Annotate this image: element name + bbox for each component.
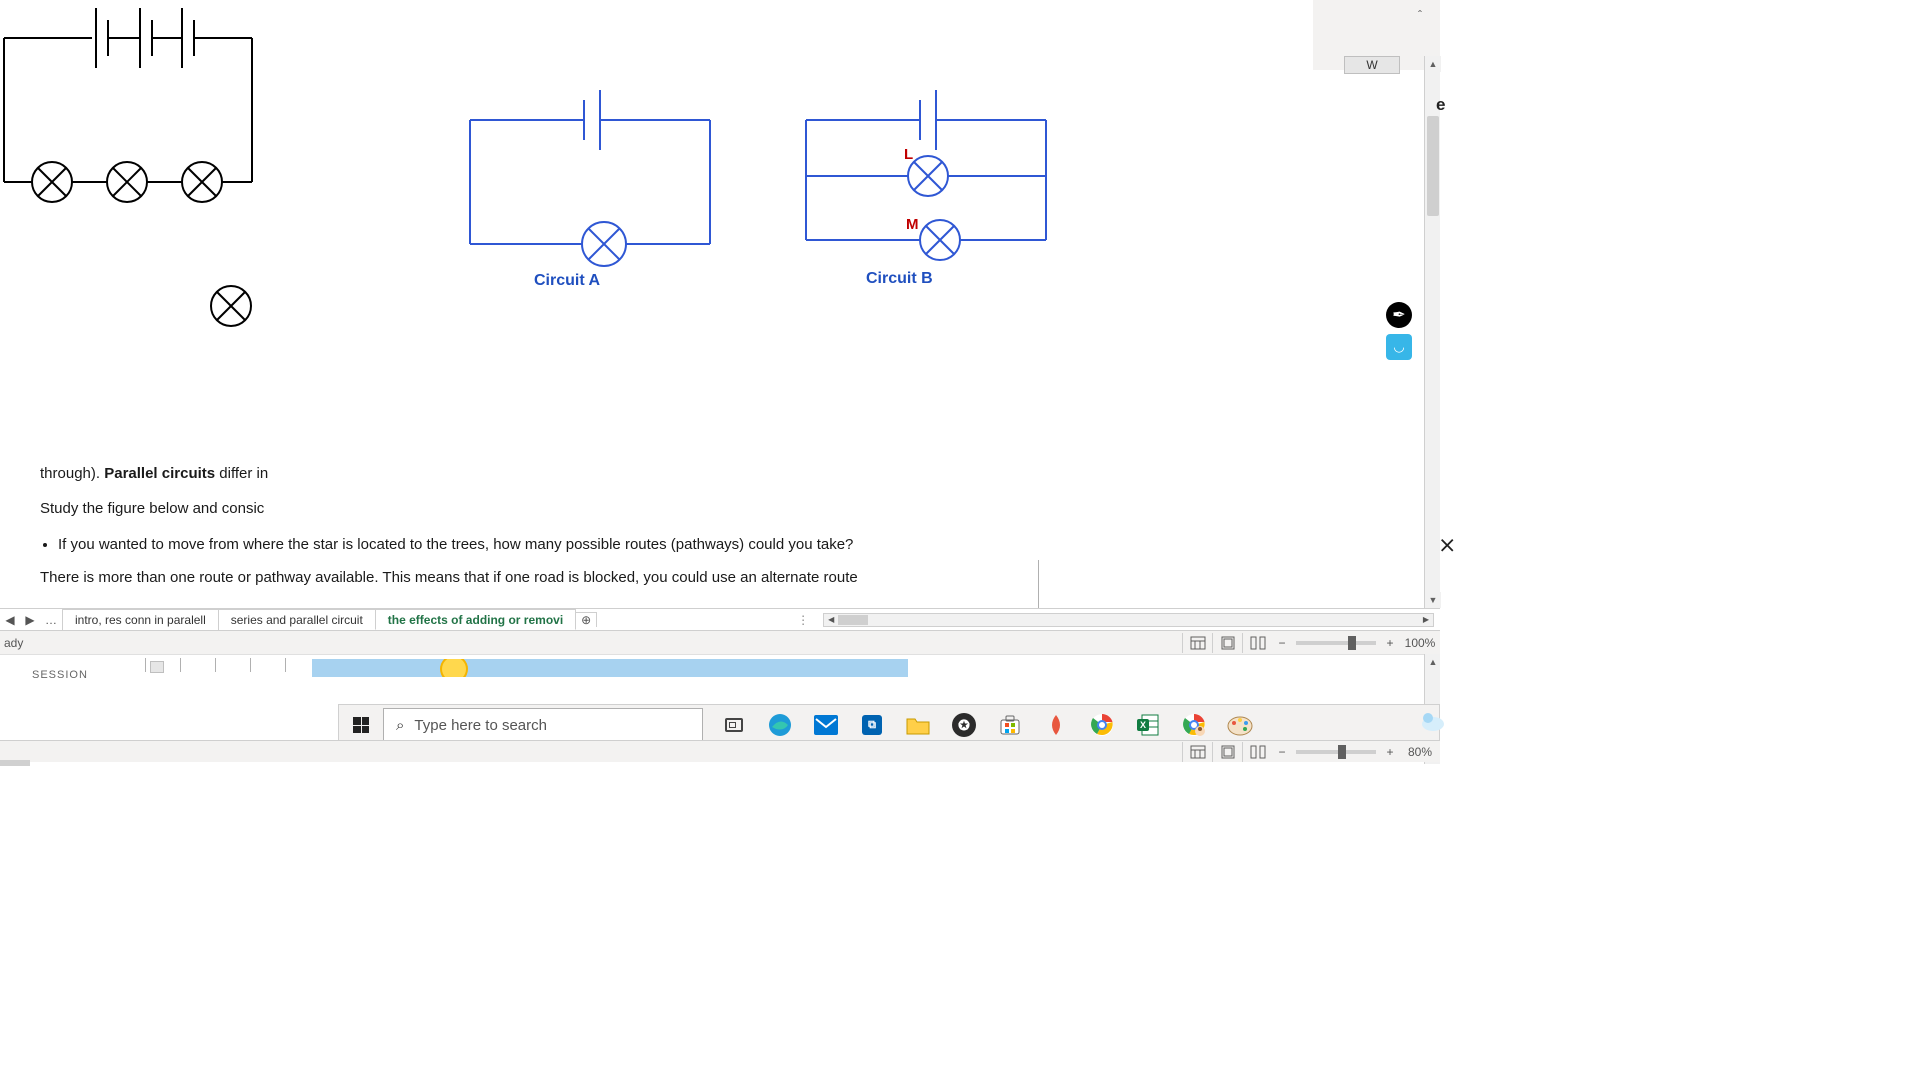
chrome-icon (1090, 713, 1114, 737)
bulb-l-label: L (904, 146, 913, 163)
hscroll-right-icon[interactable]: ▶ (1419, 614, 1433, 626)
bulb-m-label: M (906, 216, 919, 233)
para-2: Study the figure below and consic (40, 497, 1240, 520)
mail-icon (814, 715, 838, 735)
image-strip (312, 659, 908, 677)
sun-icon (442, 659, 466, 677)
inner-zoom-controls: − + 80% (1272, 745, 1440, 759)
status-ready: ady (4, 636, 23, 650)
ribbon-collapse-icon[interactable]: ˆ (1418, 8, 1422, 22)
ms-store-icon (999, 714, 1021, 736)
search-icon: ⌕ (396, 717, 404, 734)
droplet-icon (1046, 713, 1066, 737)
folder-icon (906, 715, 930, 735)
search-placeholder: Type here to search (414, 717, 547, 734)
weather-icon (1420, 710, 1446, 732)
view-page-break-icon[interactable] (1242, 633, 1272, 653)
ruler (145, 658, 320, 672)
stray-close-glyph: ⨯ (1438, 532, 1456, 558)
hscroll-thumb[interactable] (838, 615, 868, 625)
chrome-icon-2 (1182, 713, 1206, 737)
sheet-nav-left[interactable]: ◀ (0, 610, 20, 630)
svg-text:X: X (1140, 720, 1146, 730)
zoom-value[interactable]: 100% (1400, 636, 1440, 650)
tab-effects-adding[interactable]: the effects of adding or removi (375, 609, 576, 630)
edge-icon (768, 713, 792, 737)
para-1: through). Parallel circuits differ in (40, 462, 1240, 485)
scroll-thumb[interactable] (1427, 116, 1439, 216)
sheet-nav-right[interactable]: ▶ (20, 610, 40, 630)
paint-icon (1227, 714, 1253, 736)
sheet-add-button[interactable]: ⊕ (575, 612, 597, 627)
zoom-thumb[interactable] (1348, 636, 1356, 650)
excel-vscroll[interactable]: ▲ ▼ (1424, 56, 1440, 608)
excel-icon: X (1136, 713, 1160, 737)
col-header-w[interactable]: W (1344, 56, 1400, 74)
dark-app-icon: ✪ (952, 713, 976, 737)
zoom-in-button[interactable]: + (1380, 636, 1400, 650)
circuit-a-label: Circuit A (534, 272, 600, 290)
sheet-nav-more[interactable]: … (40, 613, 62, 627)
whiteboard-tool-icon[interactable]: ◡ (1386, 334, 1412, 360)
inner-zoom-slider[interactable] (1296, 750, 1376, 754)
para1-suffix: differ in (215, 465, 268, 482)
sheet-tab-bar: ◀ ▶ … intro, res conn in paralell series… (0, 608, 1440, 630)
zoom-slider[interactable] (1296, 641, 1376, 645)
sheet-divider-icon: ⋮ (797, 613, 809, 627)
app-blue-icon: ⧉ (862, 715, 882, 735)
bottom-strip (0, 760, 30, 766)
inner-zoom-out-button[interactable]: − (1272, 745, 1292, 759)
inner-status-bar: − + 80% (0, 740, 1440, 762)
para-3: There is more than one route or pathway … (40, 566, 1240, 589)
session-label: SESSION (32, 669, 88, 681)
zoom-controls: − + 100% (1272, 636, 1440, 650)
pen-tool-icon[interactable]: ✒ (1386, 302, 1412, 328)
excel-canvas: Circuit A Circuit B L M ✒ ◡ through). Pa… (0, 0, 1440, 654)
sheet-hscroll[interactable]: ◀ ▶ (823, 613, 1434, 627)
taskbar-search[interactable]: ⌕ Type here to search (383, 708, 703, 742)
para1-bold: Parallel circuits (104, 465, 215, 482)
inner-zoom-value[interactable]: 80% (1400, 745, 1440, 759)
scroll-down-icon[interactable]: ▼ (1425, 592, 1441, 608)
inner-view-page-break-icon[interactable] (1242, 742, 1272, 762)
hscroll-left-icon[interactable]: ◀ (824, 614, 838, 626)
inner-zoom-thumb[interactable] (1338, 745, 1346, 759)
inner-view-page-layout-icon[interactable] (1212, 742, 1242, 762)
tab-series-parallel[interactable]: series and parallel circuit (218, 609, 376, 630)
inner-scroll-up-icon[interactable]: ▲ (1425, 654, 1441, 670)
tab-intro[interactable]: intro, res conn in paralell (62, 609, 219, 630)
inner-view-normal-icon[interactable] (1182, 742, 1212, 762)
bullet-1: If you wanted to move from where the sta… (58, 533, 1240, 556)
para1-prefix: through). (40, 465, 104, 482)
inner-zoom-in-button[interactable]: + (1380, 745, 1400, 759)
circuit-b-label: Circuit B (866, 270, 933, 288)
windows-logo-icon (353, 717, 369, 733)
scroll-up-icon[interactable]: ▲ (1425, 56, 1441, 72)
view-normal-icon[interactable] (1182, 633, 1212, 653)
zoom-out-button[interactable]: − (1272, 636, 1292, 650)
excel-status-bar: ady − + 100% (0, 630, 1440, 654)
task-view-icon (725, 718, 743, 732)
bullet-list: If you wanted to move from where the sta… (40, 533, 1240, 556)
weather-widget[interactable] (1420, 710, 1446, 737)
lesson-text: through). Parallel circuits differ in St… (40, 462, 1240, 601)
stray-letter-e: e (1436, 95, 1445, 115)
view-page-layout-icon[interactable] (1212, 633, 1242, 653)
